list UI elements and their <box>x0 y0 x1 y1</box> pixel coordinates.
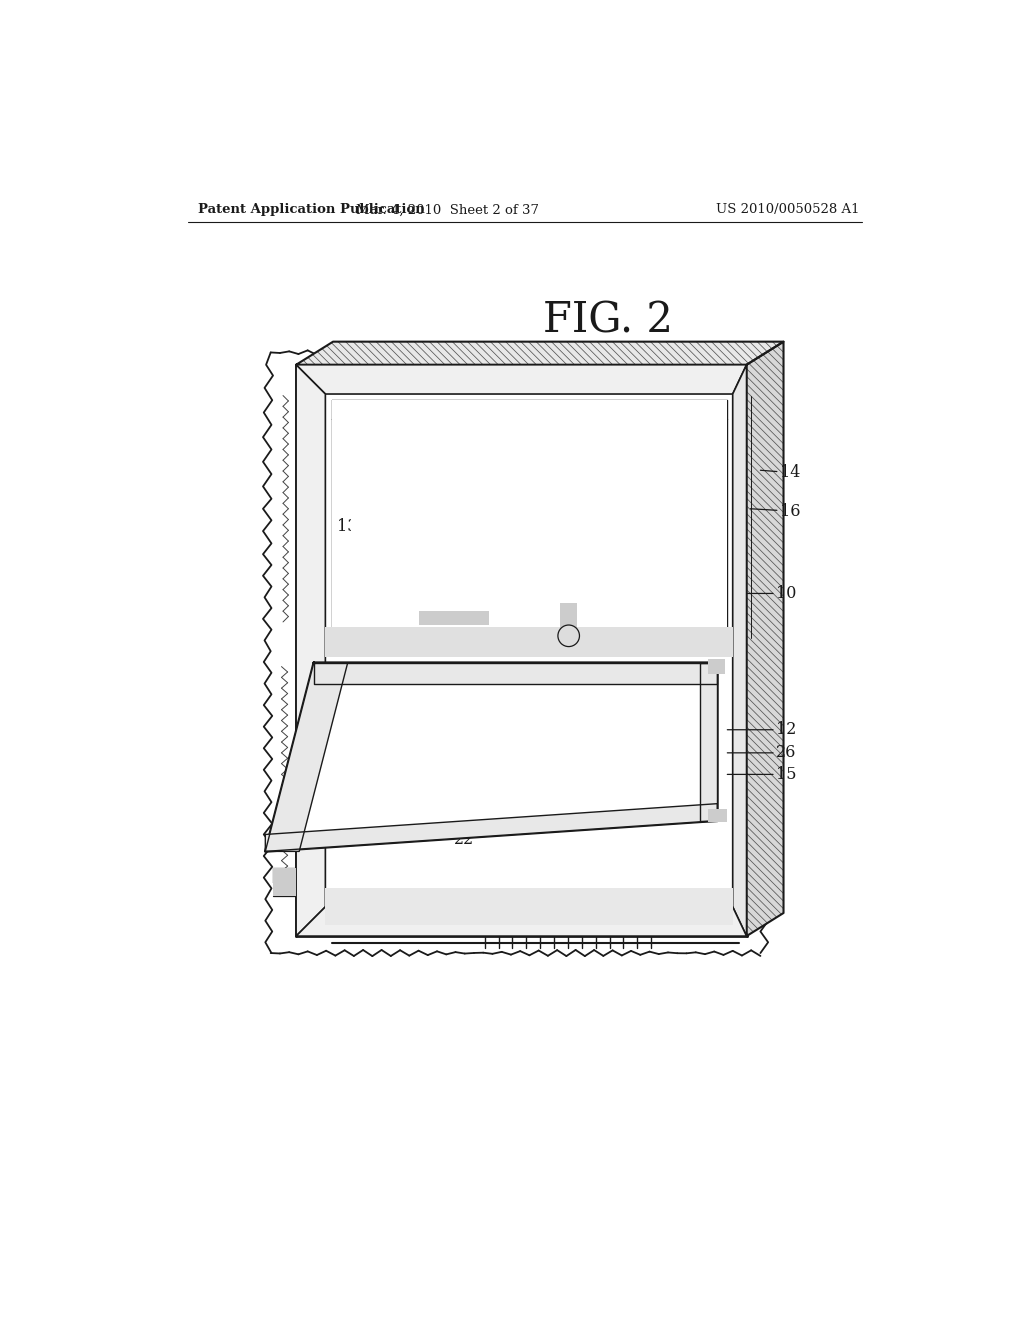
Polygon shape <box>296 342 783 364</box>
Polygon shape <box>560 603 578 631</box>
Polygon shape <box>265 804 717 851</box>
Polygon shape <box>296 364 746 395</box>
Text: 22: 22 <box>475 627 496 644</box>
Polygon shape <box>265 663 348 851</box>
Polygon shape <box>273 882 296 896</box>
Polygon shape <box>313 663 717 684</box>
Polygon shape <box>708 809 727 822</box>
Text: US 2010/0050528 A1: US 2010/0050528 A1 <box>716 203 859 216</box>
Polygon shape <box>332 421 351 627</box>
Text: FIG. 2: FIG. 2 <box>543 300 673 341</box>
Polygon shape <box>419 611 488 626</box>
Polygon shape <box>746 342 783 936</box>
Text: 13: 13 <box>337 517 357 535</box>
Polygon shape <box>733 364 746 936</box>
Text: 15: 15 <box>727 766 797 783</box>
Polygon shape <box>332 400 727 420</box>
Text: 32: 32 <box>563 582 584 599</box>
Polygon shape <box>326 887 733 924</box>
Polygon shape <box>296 342 783 364</box>
Polygon shape <box>332 400 727 421</box>
Polygon shape <box>351 420 708 627</box>
Polygon shape <box>351 420 708 627</box>
Text: 16: 16 <box>751 503 800 520</box>
Polygon shape <box>296 364 746 395</box>
Polygon shape <box>351 420 708 627</box>
Polygon shape <box>700 663 717 821</box>
Polygon shape <box>273 869 296 882</box>
Polygon shape <box>351 420 708 627</box>
Text: 42: 42 <box>429 578 450 599</box>
Polygon shape <box>296 907 746 936</box>
Polygon shape <box>265 804 717 851</box>
Text: 12: 12 <box>727 721 797 738</box>
Polygon shape <box>332 420 351 627</box>
Polygon shape <box>326 395 733 907</box>
Polygon shape <box>332 400 727 627</box>
Polygon shape <box>746 342 783 936</box>
Text: 10: 10 <box>746 585 797 602</box>
Polygon shape <box>296 907 746 936</box>
Polygon shape <box>299 680 700 834</box>
Polygon shape <box>700 663 717 821</box>
Text: 20: 20 <box>454 685 474 702</box>
Polygon shape <box>708 421 727 627</box>
Polygon shape <box>708 420 727 627</box>
Polygon shape <box>265 663 348 851</box>
Polygon shape <box>708 659 725 675</box>
Text: 14: 14 <box>761 465 800 480</box>
Text: 26: 26 <box>727 744 797 762</box>
Text: 22: 22 <box>454 832 474 849</box>
Polygon shape <box>265 663 717 851</box>
Circle shape <box>558 626 580 647</box>
Text: 10: 10 <box>380 661 400 678</box>
Polygon shape <box>326 887 733 924</box>
Polygon shape <box>313 663 717 684</box>
Polygon shape <box>326 627 733 640</box>
Text: Patent Application Publication: Patent Application Publication <box>199 203 425 216</box>
Polygon shape <box>326 627 733 657</box>
Text: 36: 36 <box>509 748 529 766</box>
Polygon shape <box>296 364 326 936</box>
Text: Mar. 4, 2010  Sheet 2 of 37: Mar. 4, 2010 Sheet 2 of 37 <box>356 203 540 216</box>
Polygon shape <box>299 680 700 834</box>
Text: 24: 24 <box>322 742 342 758</box>
